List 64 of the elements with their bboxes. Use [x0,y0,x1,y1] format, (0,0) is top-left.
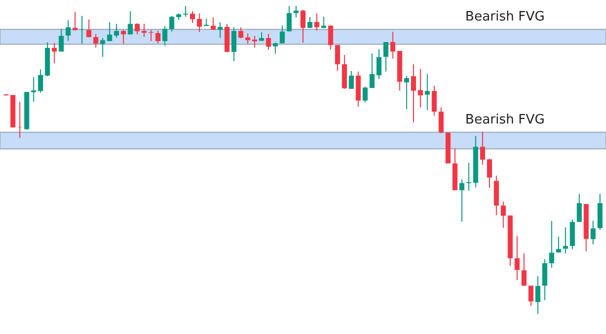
candlestick [17,101,22,138]
candlestick [514,236,520,281]
candlestick [210,16,216,30]
candlestick [272,42,278,54]
band-label: Bearish FVG [465,9,545,24]
candlestick [404,75,410,110]
candlestick [196,12,202,32]
candlestick [294,6,299,18]
candlestick [432,85,437,116]
candlestick [169,15,174,32]
candlestick [590,220,596,245]
candlestick [348,70,354,90]
candlestick [424,74,430,111]
candlestick [500,201,506,228]
candlestick [376,48,382,80]
candlestick [218,22,223,38]
candlestick [120,30,126,44]
candlestick [362,86,368,103]
candlestick [411,64,416,123]
candlestick [72,11,78,32]
candlestick [190,10,195,24]
candlestick [183,6,188,18]
candlestick [128,10,133,35]
candlestick [383,42,388,72]
candlestick [266,34,271,50]
candlestick [438,106,444,134]
candlestick [134,22,140,35]
candlestick [328,24,334,50]
candlestick [86,19,92,38]
candlestick [418,68,423,108]
candlestick [252,35,258,48]
candlestick [459,178,464,222]
candlestick [562,226,568,254]
candlestick [52,42,57,64]
candlestick [522,252,527,286]
candlestick [38,68,44,94]
candlestick [231,26,236,62]
candlestick [535,276,540,314]
candlestick [480,131,486,166]
candlestick [300,10,306,44]
candlestick [556,236,562,254]
candlestick [93,34,98,48]
candlestick [114,23,120,38]
candlestick [107,22,112,42]
candlestick [528,285,534,306]
candlestick [280,24,285,44]
candlestick [245,32,250,44]
candlestick [155,30,160,44]
band-label: Bearish FVG [465,112,545,128]
candlestick [100,38,106,58]
candlestick [370,52,375,88]
candlestick [238,26,244,39]
candlestick [142,23,147,38]
candlestick [58,28,64,52]
candlestick [162,26,168,46]
candlestick [286,6,292,32]
candlestick [66,20,71,42]
candlestick [549,220,554,268]
candlestick [148,30,154,42]
candlestick [314,12,320,32]
candlestick [576,193,582,222]
candlestick [335,44,340,72]
candlestick [486,158,492,188]
candlestick [542,258,548,301]
